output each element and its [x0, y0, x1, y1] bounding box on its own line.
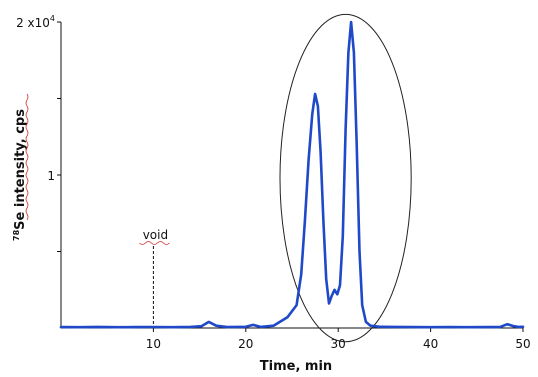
x-tick-label-10: 10	[146, 337, 161, 351]
peak-highlight-ellipse	[279, 13, 412, 343]
void-label: void	[143, 228, 168, 242]
x-tick-label-50: 50	[515, 337, 530, 351]
plot-area	[59, 20, 525, 329]
x-ticks: 10 20 30 40 50	[146, 328, 531, 351]
x-tick-label-30: 30	[331, 337, 346, 351]
axes	[60, 22, 523, 329]
series-line-0	[59, 20, 525, 329]
y-axis-title-superscript: 78	[12, 229, 21, 241]
y-tick-label-text: 1	[47, 169, 55, 183]
y-axis-title-text: Se intensity, cps	[13, 109, 28, 230]
y-tick-label-20000: 2 x104	[16, 14, 55, 30]
y-tick-label-exponent: 4	[50, 14, 55, 23]
y-tick-label-10000: 1	[47, 169, 55, 183]
x-tick-label-40: 40	[423, 337, 438, 351]
x-tick-label-20: 20	[238, 337, 253, 351]
y-tick-label-text: 2 x10	[16, 16, 50, 30]
annotations: void	[25, 13, 412, 343]
void-spell-underline	[139, 241, 170, 245]
y-axis-title: 78Se intensity, cps	[12, 109, 28, 241]
y-ticks: 1 2 x104	[16, 14, 61, 252]
x-axis-title: Time, min	[260, 359, 332, 374]
ylabel-spell-underline	[25, 93, 29, 221]
